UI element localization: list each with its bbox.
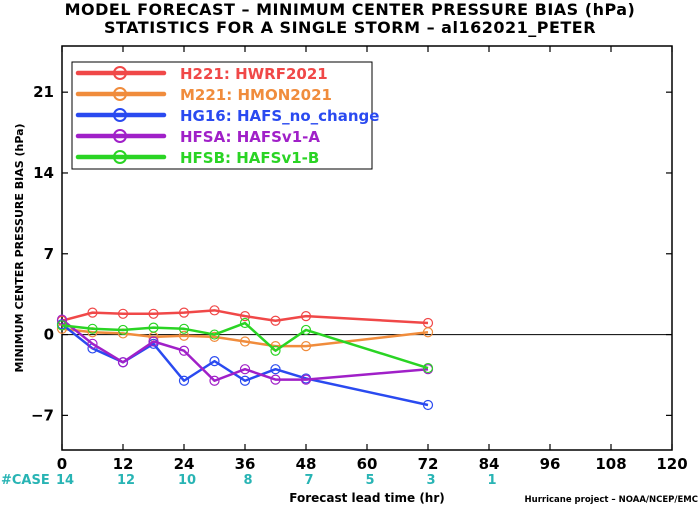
data-point: [209, 305, 220, 316]
legend: H221: HWRF2021 M221: HMON2021 HG16: HAFS_n…: [71, 61, 379, 170]
x-tick-label: 36: [235, 455, 256, 473]
data-point: [178, 330, 190, 341]
legend-item-m221: M221: HMON2021: [75, 86, 332, 104]
data-point: [239, 336, 251, 347]
case-row: #CASE 14 12 10 8 7 5 3 1: [1, 473, 497, 488]
data-point: [148, 322, 159, 333]
series-hfsa: [56, 314, 434, 386]
case-label: #CASE: [1, 473, 50, 488]
data-point: [117, 308, 129, 319]
x-tick-label: 72: [418, 455, 439, 473]
legend-swatch-marker: [113, 129, 127, 143]
series-line: [61, 327, 429, 348]
data-point: [117, 324, 129, 336]
data-point: [148, 336, 159, 347]
x-tick-label: 0: [57, 455, 67, 473]
data-point: [270, 345, 281, 356]
x-tick-label: 60: [357, 455, 378, 473]
data-point: [148, 308, 159, 319]
data-point: [239, 311, 251, 322]
data-point: [178, 323, 190, 334]
case-count: 1: [487, 473, 496, 488]
series-line: [61, 323, 429, 407]
data-point: [209, 375, 220, 386]
x-axis-label: Forecast lead time (hr): [289, 491, 445, 505]
data-point: [270, 374, 281, 385]
chart-subtitle: STATISTICS FOR A SINGLE STORM – al162021…: [103, 18, 597, 37]
legend-label: HG16: HAFS_no_change: [180, 107, 379, 125]
case-count: 10: [178, 473, 196, 488]
case-count: 14: [56, 473, 74, 488]
data-point: [87, 323, 98, 334]
y-axis-label: MINIMUM CENTER PRESSURE BIAS (hPa): [13, 123, 26, 372]
legend-swatch-marker: [113, 108, 127, 122]
x-tick-label: 120: [656, 455, 687, 473]
data-point: [239, 364, 251, 375]
case-count: 12: [117, 473, 135, 488]
case-count: 3: [426, 473, 435, 488]
y-tick-label: 21: [33, 83, 54, 101]
chart-title: MODEL FORECAST – MINIMUM CENTER PRESSURE…: [64, 0, 636, 19]
legend-swatch-marker: [113, 150, 127, 164]
x-tick-label: 24: [174, 455, 195, 473]
x-tick-label: 108: [595, 455, 626, 473]
axes: 0 12 24 36 48 60 72 84 96 108 120 −7 0 7 14 21: [31, 46, 688, 473]
data-point: [178, 307, 190, 318]
legend-label: H221: HWRF2021: [180, 65, 328, 83]
data-point: [300, 341, 312, 352]
series-line: [61, 318, 429, 382]
data-point: [56, 314, 68, 325]
legend-label: M221: HMON2021: [180, 86, 332, 104]
data-point: [87, 307, 98, 318]
data-point: [178, 375, 190, 386]
data-point: [87, 338, 98, 349]
data-point: [209, 329, 220, 340]
case-count: 8: [243, 473, 252, 488]
y-tick-label: 14: [33, 164, 54, 182]
legend-label: HFSB: HAFSv1-B: [180, 149, 319, 167]
case-count: 5: [365, 473, 374, 488]
data-point: [422, 362, 434, 374]
legend-item-h221: H221: HWRF2021: [75, 65, 328, 83]
y-tick-label: 7: [44, 245, 54, 263]
data-point: [56, 320, 68, 331]
series-m221: [56, 323, 434, 352]
x-tick-label: 96: [540, 455, 561, 473]
credit-text: Hurricane project – NOAA/NCEP/EMC: [525, 495, 698, 505]
data-point: [117, 357, 129, 368]
case-count: 7: [304, 473, 313, 488]
x-tick-label: 12: [113, 455, 134, 473]
y-tick-label: 0: [44, 326, 54, 344]
x-tick-label: 48: [296, 455, 317, 473]
legend-item-hfsa: HFSA: HAFSv1-A: [75, 128, 320, 146]
series-line: [61, 321, 429, 370]
data-point: [300, 324, 312, 336]
series-layer: [56, 305, 434, 411]
data-point: [270, 315, 281, 326]
data-point: [422, 327, 434, 338]
legend-item-hfsb: HFSB: HAFSv1-B: [75, 149, 319, 167]
legend-item-hg16: HG16: HAFS_no_change: [75, 107, 379, 125]
x-tick-label: 84: [479, 455, 500, 473]
legend-label: HFSA: HAFSv1-A: [180, 128, 320, 146]
data-point: [300, 374, 312, 385]
y-tick-label: −7: [31, 406, 54, 424]
data-point: [178, 345, 190, 356]
data-point: [209, 356, 220, 367]
data-point: [239, 375, 251, 386]
series-hfsb: [56, 317, 434, 374]
legend-swatch-marker: [113, 66, 127, 80]
data-point: [239, 317, 251, 329]
series-line: [61, 309, 429, 325]
legend-swatch-marker: [113, 87, 127, 101]
data-point: [270, 364, 281, 375]
series-h221: [56, 305, 434, 329]
data-point: [300, 311, 312, 322]
data-point: [422, 399, 434, 411]
